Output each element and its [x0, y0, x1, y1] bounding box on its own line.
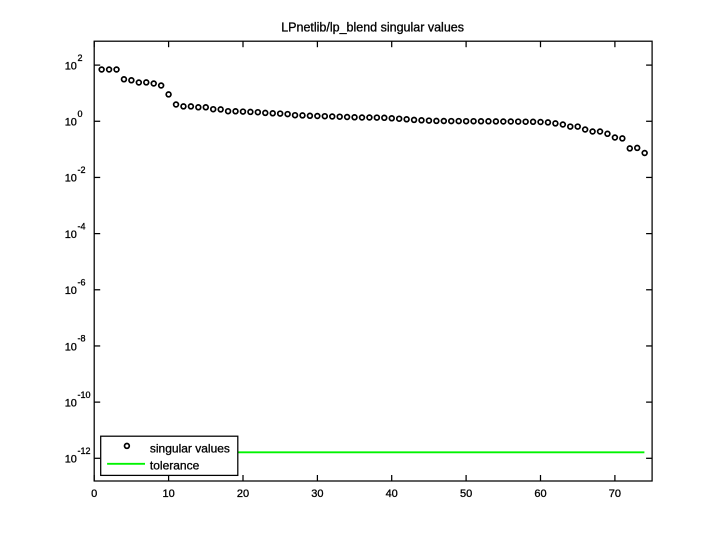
- svg-text:30: 30: [311, 488, 323, 500]
- svg-text:2: 2: [78, 53, 83, 63]
- svg-text:60: 60: [534, 488, 546, 500]
- svg-text:40: 40: [386, 488, 398, 500]
- svg-text:-6: -6: [78, 278, 86, 288]
- svg-text:10: 10: [162, 488, 174, 500]
- svg-text:0: 0: [78, 109, 83, 119]
- svg-text:10: 10: [65, 454, 77, 466]
- svg-text:-10: -10: [78, 390, 91, 400]
- svg-text:-2: -2: [78, 165, 86, 175]
- svg-text:10: 10: [65, 229, 77, 241]
- svg-text:70: 70: [609, 488, 621, 500]
- svg-text:20: 20: [237, 488, 249, 500]
- svg-text:50: 50: [460, 488, 472, 500]
- svg-text:-4: -4: [78, 221, 86, 231]
- svg-text:10: 10: [65, 285, 77, 297]
- svg-text:singular values: singular values: [150, 442, 230, 456]
- svg-text:10: 10: [65, 60, 77, 72]
- svg-text:10: 10: [65, 341, 77, 353]
- svg-text:10: 10: [65, 117, 77, 129]
- svg-text:LPnetlib/lp_blend singular val: LPnetlib/lp_blend singular values: [281, 21, 464, 35]
- svg-text:-12: -12: [78, 446, 91, 456]
- svg-text:-8: -8: [78, 334, 86, 344]
- svg-text:0: 0: [91, 488, 97, 500]
- svg-text:10: 10: [65, 173, 77, 185]
- svg-text:10: 10: [65, 397, 77, 409]
- svg-text:tolerance: tolerance: [150, 458, 200, 472]
